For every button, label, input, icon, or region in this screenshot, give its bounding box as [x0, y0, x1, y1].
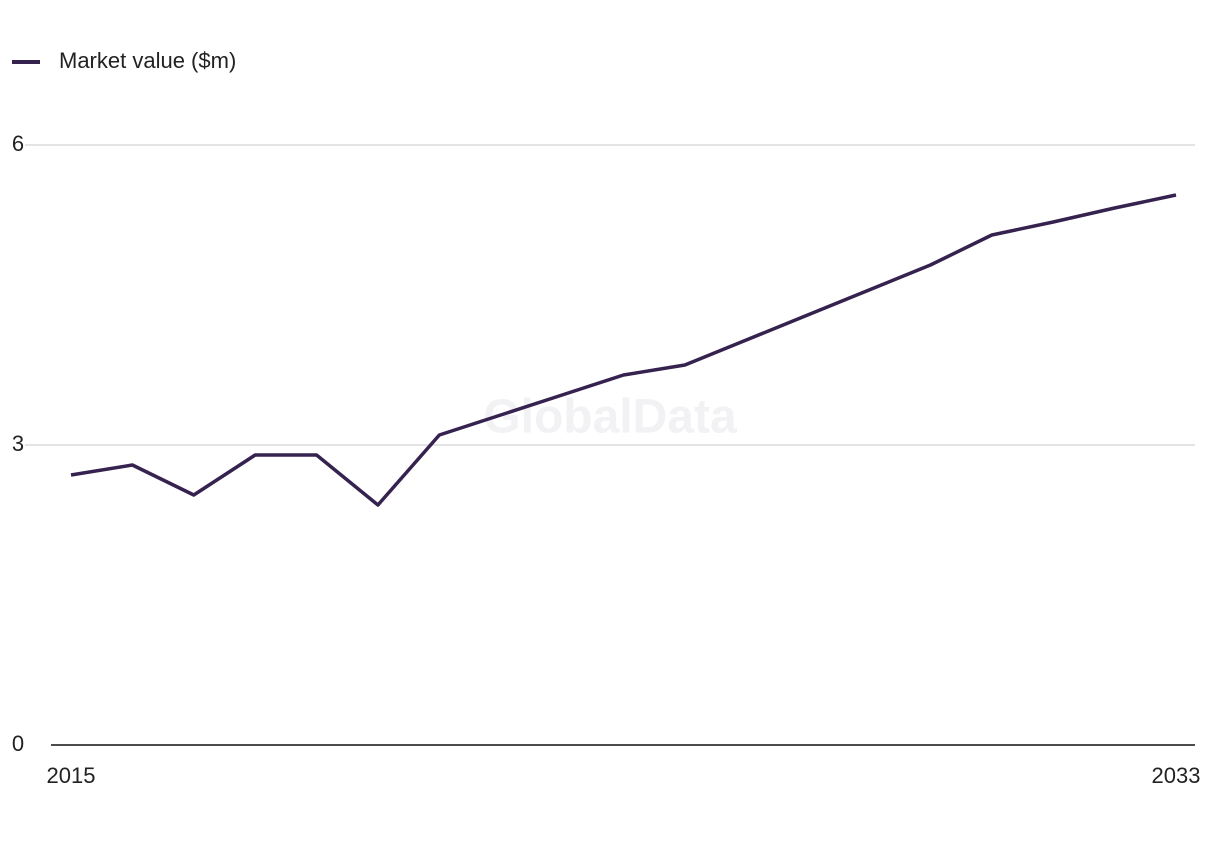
y-tick-label: 3: [12, 431, 24, 456]
x-tick-label: 2015: [47, 763, 96, 788]
series-line: [70, 193, 1177, 507]
y-tick-label: 6: [12, 131, 24, 156]
legend-label: Market value ($m): [59, 48, 236, 73]
x-tick-label: 2033: [1152, 763, 1201, 788]
watermark: GlobalData: [483, 391, 737, 444]
y-tick-label: 0: [12, 731, 24, 756]
